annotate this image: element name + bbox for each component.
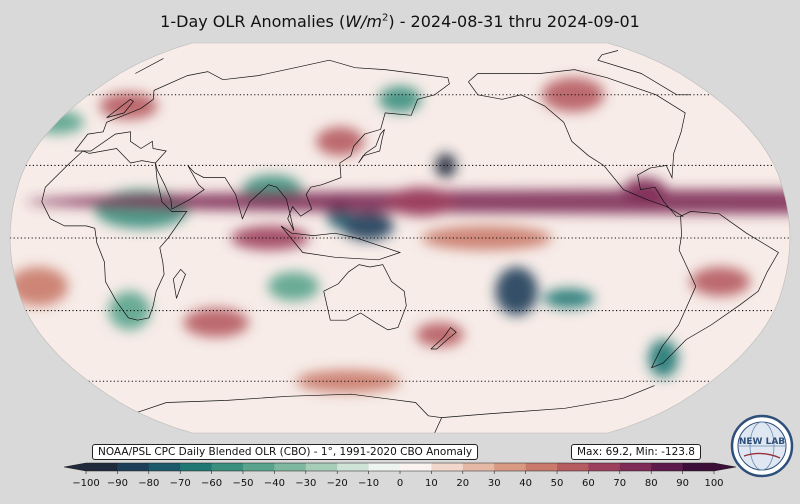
colorbar: −100 −90 −80 −70 −60 −50 −40 −30 −20 −10 0 10 20 30 40… (60, 462, 740, 498)
colorbar-tick-label: 80 (645, 478, 658, 489)
anomaly-blob (623, 177, 667, 202)
anomaly-blob (268, 271, 320, 301)
colorbar-segment (368, 463, 401, 471)
anomaly-blob (421, 225, 552, 251)
colorbar-segment (180, 463, 213, 471)
lab-logo: NEW LAB (730, 414, 794, 478)
colorbar-min-arrow (64, 463, 86, 471)
colorbar-tick-label: −70 (170, 478, 191, 489)
colorbar-segment (588, 463, 621, 471)
colorbar-tick-label: −20 (327, 478, 348, 489)
coastline (41, 148, 188, 321)
colorbar-tick-label: −90 (107, 478, 128, 489)
anomaly-blob (108, 291, 151, 330)
anomaly-field (10, 77, 790, 393)
coastline (358, 129, 385, 164)
globe-outline (9, 42, 791, 434)
colorbar-segment (148, 463, 181, 471)
title-prefix: 1-Day OLR Anomalies ( (160, 12, 346, 31)
anomaly-blob (435, 153, 457, 178)
colorbar-tick-label: 20 (456, 478, 469, 489)
anomaly-blob (415, 322, 464, 347)
anomaly-blob (648, 339, 679, 378)
colorbar-segment (462, 463, 495, 471)
title-unit-base: W/m (345, 12, 382, 31)
colorbar-segment (400, 463, 432, 471)
anomaly-blob (341, 211, 394, 241)
colorbar-tick-label: 10 (425, 478, 438, 489)
map-title: 1-Day OLR Anomalies (W/m2) - 2024-08-31 … (0, 12, 800, 31)
colorbar-segment (86, 463, 118, 471)
anomaly-blob (316, 127, 365, 156)
colorbar-segment (243, 463, 275, 471)
coastline (280, 225, 402, 261)
colorbar-segment (274, 463, 307, 471)
max-min-label: Max: 69.2, Min: -123.8 (571, 444, 701, 460)
colorbar-tick-label: −60 (201, 478, 222, 489)
colorbar-segment (117, 463, 150, 471)
colorbar-tick-label: 40 (519, 478, 532, 489)
colorbar-segment (211, 463, 244, 471)
colorbar-tick-label: −40 (264, 478, 285, 489)
coastline (323, 264, 407, 331)
colorbar-tick-label: −50 (232, 478, 253, 489)
colorbar-tick-label: −100 (72, 478, 99, 489)
anomaly-blob (387, 187, 456, 217)
colorbar-segment (682, 463, 715, 471)
anomaly-blob (183, 308, 249, 338)
colorbar-tick-label: 30 (488, 478, 501, 489)
anomaly-blob (495, 267, 538, 316)
colorbar-tick-label: −10 (358, 478, 379, 489)
colorbar-max-arrow (714, 463, 736, 471)
coastline (137, 385, 655, 433)
title-suffix: ) - 2024-08-31 thru 2024-09-01 (388, 12, 640, 31)
colorbar-segment (305, 463, 338, 471)
colorbar-segment (557, 463, 589, 471)
parallels (10, 94, 790, 382)
coastlines (41, 50, 779, 433)
colorbar-tick-label: −80 (138, 478, 159, 489)
colorbar-segment (525, 463, 558, 471)
data-source-label: NOAA/PSL CPC Daily Blended OLR (CBO) - 1… (92, 444, 479, 460)
anomaly-blob (543, 288, 594, 309)
coastline (430, 326, 457, 350)
coastline (106, 98, 134, 118)
anomaly-blob (541, 77, 605, 112)
colorbar-graphic: −100 −90 −80 −70 −60 −50 −40 −30 −20 −10 0 10 20 30 40… (63, 462, 737, 489)
anomaly-blob (10, 267, 69, 306)
logo-text: NEW LAB (739, 437, 785, 447)
coastline (172, 268, 186, 299)
colorbar-tick-label: −30 (295, 478, 316, 489)
globe-logo-icon: NEW LAB (730, 414, 794, 478)
colorbar-segment (619, 463, 652, 471)
colorbar-tick-label: 70 (613, 478, 626, 489)
colorbar-tick-label: 60 (582, 478, 595, 489)
title-unit-exp: 2 (381, 12, 389, 24)
colorbar-segment (651, 463, 684, 471)
colorbar-tick-label: 0 (397, 478, 403, 489)
anomaly-blob (690, 267, 751, 297)
coastline (74, 59, 450, 231)
colorbar-tick-label: 90 (676, 478, 689, 489)
colorbar-tick-label: 50 (551, 478, 564, 489)
colorbar-tick-label: 100 (704, 478, 723, 489)
anomaly-blob (99, 92, 158, 120)
anomaly-blob (378, 86, 422, 113)
colorbar-segment (337, 463, 370, 471)
colorbar-segment (431, 463, 464, 471)
colorbar-segment (494, 463, 527, 471)
coastline (468, 69, 686, 217)
coastline (650, 211, 779, 369)
